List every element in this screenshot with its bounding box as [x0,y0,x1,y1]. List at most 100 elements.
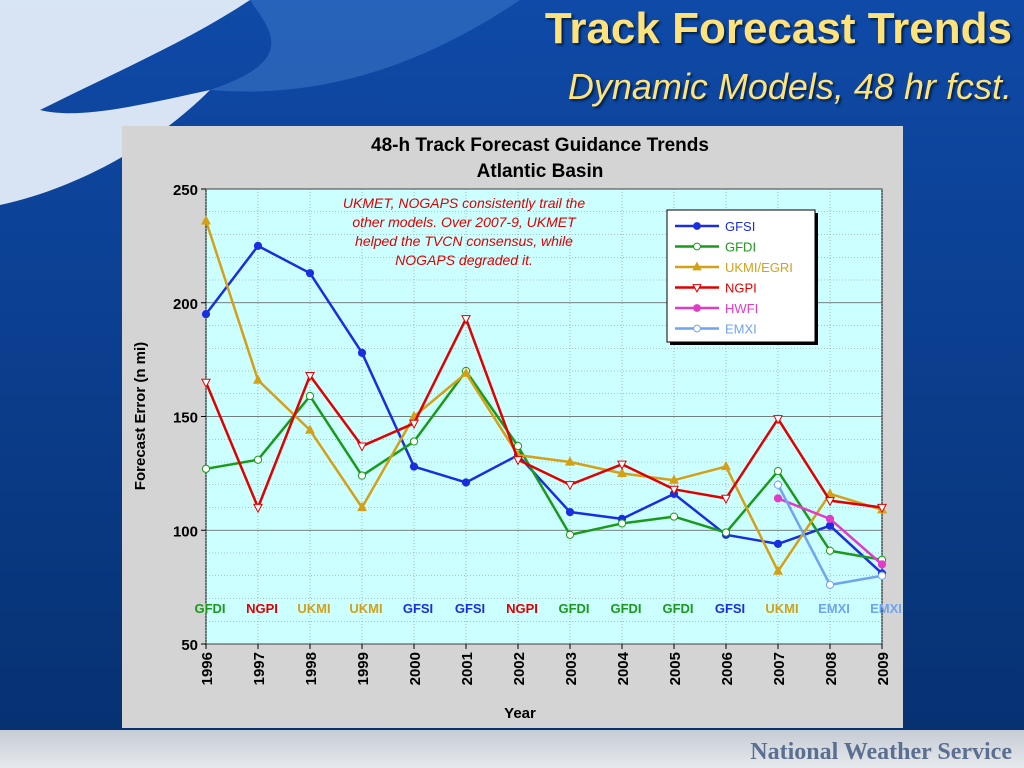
data-point [773,565,783,575]
annotation-line: other models. Over 2007-9, UKMET [352,214,577,230]
annotation-line: helped the TVCN consensus, while [355,233,573,249]
legend-box [666,209,816,343]
best-model-label: EMXI [870,601,902,616]
chart-annotation: UKMET, NOGAPS consistently trail the othe… [343,195,585,268]
legend-item: GFDI [675,240,756,255]
best-model-label: EMXI [818,601,850,616]
data-point [825,497,835,507]
data-point [409,419,419,429]
data-point [565,481,575,491]
series-ukmi-egri [201,215,887,575]
legend-item: NGPI [675,281,757,296]
best-model-label: UKMI [349,601,382,616]
series-layer [201,215,887,589]
best-model-label: NGPI [506,601,538,616]
data-point [201,310,211,319]
series-line [205,244,883,575]
data-point [409,462,419,471]
series-gfdi [201,366,887,564]
data-point [201,464,211,473]
legend-item: UKMI/EGRI [675,260,793,275]
y-tick-label: 50 [181,637,198,654]
legend-item: GFSI [675,219,755,234]
data-point [773,539,783,549]
data-point [825,546,835,555]
series-line [204,220,883,573]
x-tick-label: 2002 [511,652,528,685]
chart-title: 48-h Track Forecast Guidance Trends [371,135,709,156]
annotation-line: UKMET, NOGAPS consistently trail the [343,195,585,211]
legend-label: NGPI [725,281,757,296]
data-point [669,474,679,484]
best-model-label: GFDI [558,601,589,616]
data-point [253,374,263,384]
y-tick-label: 200 [173,296,198,313]
data-point [877,560,887,569]
data-point [773,480,783,489]
data-point [305,391,315,401]
data-point [692,261,702,271]
data-point [825,488,835,498]
legend-item: EMXI [675,322,757,337]
legend-label: EMXI [725,322,757,337]
data-point [253,455,263,464]
data-point [877,503,887,514]
annotation-line: NOGAPS degraded it. [395,252,533,268]
chart-subtitle: Atlantic Basin [477,161,604,182]
data-point [877,571,887,580]
y-tick-label: 150 [173,410,198,427]
y-tick-label: 100 [173,523,198,540]
y-axis-label: Forecast Error (n mi) [132,342,149,490]
data-point [825,580,835,589]
best-model-label: GFSI [455,601,485,616]
x-tick-label: 2004 [615,651,632,685]
data-point [721,494,731,505]
data-point [693,242,701,251]
slide-subtitle: Dynamic Models, 48 hr fcst. [567,66,1012,107]
data-point [721,528,731,537]
data-point [201,215,211,225]
x-tick-label: 1998 [303,652,320,685]
x-tick-label: 1996 [199,652,216,685]
data-point [565,530,575,539]
series-line [204,317,883,509]
decorative-swoosh-accent [210,0,520,92]
footer-band [0,730,1024,768]
best-model-label: GFDI [194,601,225,616]
x-tick-label: 2006 [719,652,736,685]
data-point [513,441,523,451]
data-point [693,304,701,312]
chart-legend: GFSI GFDI UKMI/EGRI NGPI HWFI EMXI [666,209,818,345]
data-point [305,269,315,278]
data-point [773,415,783,425]
best-model-labels: GFDI NGPI UKMI UKMI GFSI GFSI NGPI GFDI GFDI GFDI… [194,601,901,616]
data-point [693,324,701,333]
data-point [565,456,575,466]
x-tick-label: 2005 [667,652,684,685]
x-tick-label: 2008 [823,652,840,685]
x-tick-label: 2000 [407,652,424,685]
x-tick-label: 2009 [875,652,892,685]
data-point [773,467,783,476]
axes: 50 100 150 200 250 1996 1997 1998 1999 2000 2001 20… [173,182,892,685]
series-emxi [773,480,887,589]
data-point [305,371,315,382]
data-point [669,512,679,521]
x-tick-label: 1999 [355,652,372,685]
series-line [205,369,883,562]
best-model-label: GFSI [715,601,745,616]
data-point [253,503,263,514]
data-point [357,501,367,512]
data-point [617,460,627,470]
data-point [773,494,783,503]
x-tick-label: 1997 [251,652,268,685]
slide-title: Track Forecast Trends [544,4,1012,53]
data-point [513,456,523,466]
data-point [461,367,471,377]
data-point [357,471,367,480]
series-hwfi [773,494,887,569]
x-axis-label: Year [504,705,536,722]
best-model-label: GFDI [662,601,693,616]
data-point [409,437,419,446]
